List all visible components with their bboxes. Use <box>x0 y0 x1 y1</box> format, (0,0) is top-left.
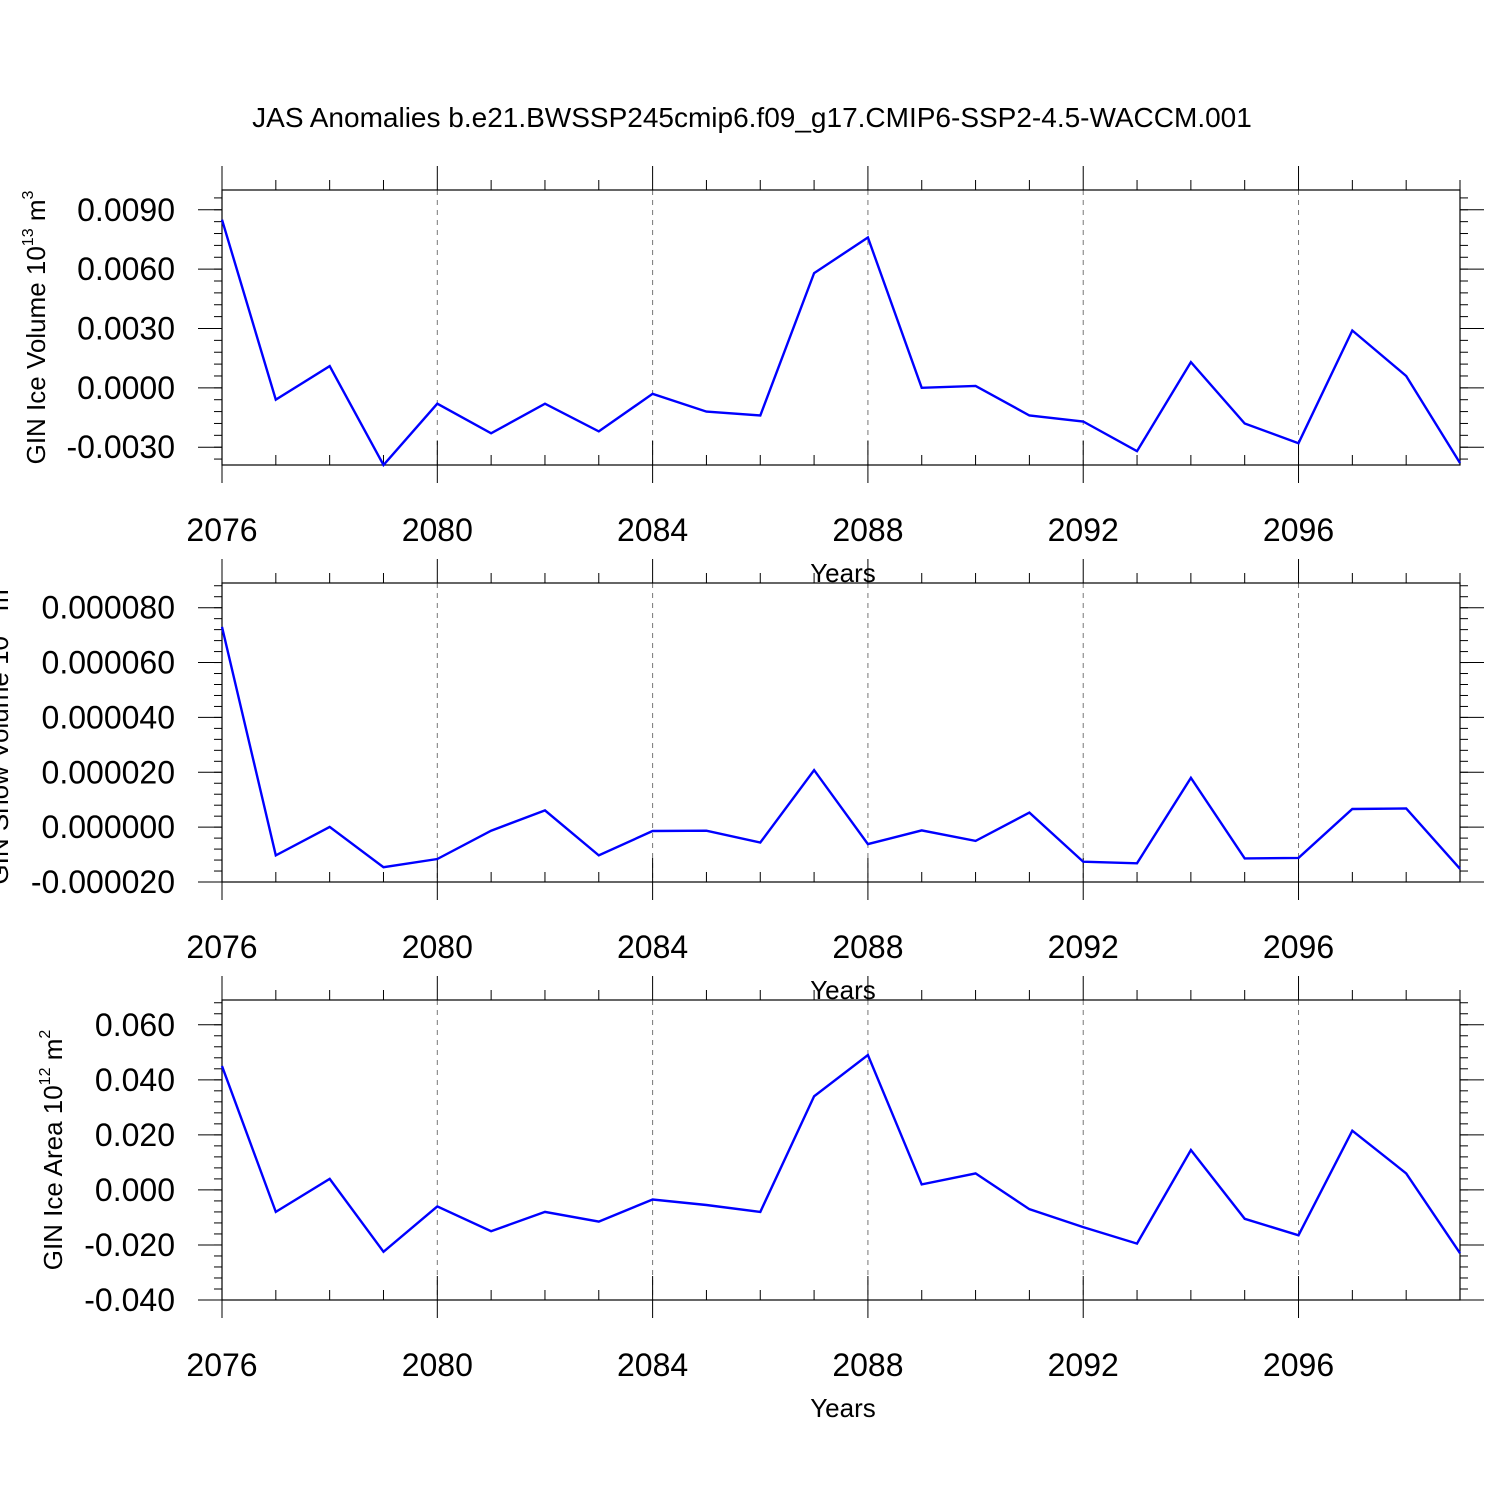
y-tick-label: -0.000020 <box>31 864 175 900</box>
y-tick-label: 0.040 <box>95 1062 175 1098</box>
plot-frame <box>221 189 1461 466</box>
chart-panel-3: -0.040 -0.020 0.000 0.020 0.040 0.060 2076 2080… <box>37 976 1484 1423</box>
y-tick-label: -0.020 <box>84 1227 175 1263</box>
x-tick-label: 2076 <box>186 512 257 548</box>
figure-title: JAS Anomalies b.e21.BWSSP245cmip6.f09_g1… <box>252 102 1252 133</box>
x-tick-label: 2096 <box>1263 1347 1334 1383</box>
series-line <box>220 1053 1461 1254</box>
y-axis-label: GIN Ice Volume 1013 m3 <box>20 190 51 464</box>
chart-panel-1: -0.0030 0.0000 0.0030 0.0060 0.0090 2076 2080 2… <box>20 166 1484 588</box>
y-tick-label: -0.040 <box>84 1282 175 1318</box>
series-line <box>220 219 1462 468</box>
y-axis-label-superscript: 3 <box>20 190 37 199</box>
y-axis-label-text: m <box>0 589 14 618</box>
y-tick-label: 0.0060 <box>77 251 175 287</box>
y-tick-label: 0.000040 <box>42 699 175 735</box>
y-axis-label: GIN Ice Area 1012 m2 <box>37 1030 68 1271</box>
y-tick-label: 0.020 <box>95 1117 175 1153</box>
x-tick-label: 2080 <box>402 929 473 965</box>
x-tick-label: 2092 <box>1048 512 1119 548</box>
panels: -0.0030 0.0000 0.0030 0.0060 0.0090 2076 2080 2… <box>0 166 1484 1423</box>
x-tick-label: 2076 <box>186 929 257 965</box>
y-tick-label: 0.000020 <box>42 754 175 790</box>
x-tick-label: 2096 <box>1263 929 1334 965</box>
y-tick-label: 0.060 <box>95 1007 175 1043</box>
y-tick-label: 0.000 <box>95 1172 175 1208</box>
series-line <box>220 626 1461 870</box>
y-axis-label-text: GIN Ice Area 10 <box>38 1085 68 1270</box>
y-axis-label-superscript: 13 <box>20 228 37 246</box>
x-tick-label: 2084 <box>617 512 688 548</box>
x-tick-label: 2092 <box>1048 929 1119 965</box>
chart-panel-2: -0.000020 0.000000 0.000020 0.000040 0.00006… <box>0 559 1484 1005</box>
y-axis-label-superscript: 2 <box>37 1030 54 1039</box>
x-tick-label: 2088 <box>832 929 903 965</box>
y-axis-label-superscript: 12 <box>37 1067 54 1085</box>
y-axis-label-text: GIN Snow Volume 10 <box>0 636 14 885</box>
x-tick-label: 2084 <box>617 929 688 965</box>
x-tick-label: 2088 <box>832 1347 903 1383</box>
plot-frame <box>221 582 1461 883</box>
x-tick-label: 2080 <box>402 1347 473 1383</box>
y-tick-label: 0.000000 <box>42 809 175 845</box>
x-tick-label: 2092 <box>1048 1347 1119 1383</box>
x-tick-label: 2080 <box>402 512 473 548</box>
y-tick-label: 0.0030 <box>77 310 175 346</box>
x-tick-label: 2084 <box>617 1347 688 1383</box>
plot-frame <box>221 999 1461 1301</box>
x-tick-label: 2076 <box>186 1347 257 1383</box>
x-tick-label: 2096 <box>1263 512 1334 548</box>
y-axis-label-text: m <box>38 1039 68 1068</box>
y-axis-label: GIN Snow Volume 1013 m3 <box>0 580 14 884</box>
y-tick-label: 0.000080 <box>42 590 175 626</box>
x-axis-label: Years <box>810 1393 876 1423</box>
y-axis-label-text: GIN Ice Volume 10 <box>21 246 51 464</box>
x-tick-label: 2088 <box>832 512 903 548</box>
y-tick-label: -0.0030 <box>66 429 175 465</box>
y-tick-label: 0.0000 <box>77 370 175 406</box>
y-tick-label: 0.0090 <box>77 192 175 228</box>
y-tick-label: 0.000060 <box>42 645 175 681</box>
y-axis-label-text: m <box>21 199 51 228</box>
